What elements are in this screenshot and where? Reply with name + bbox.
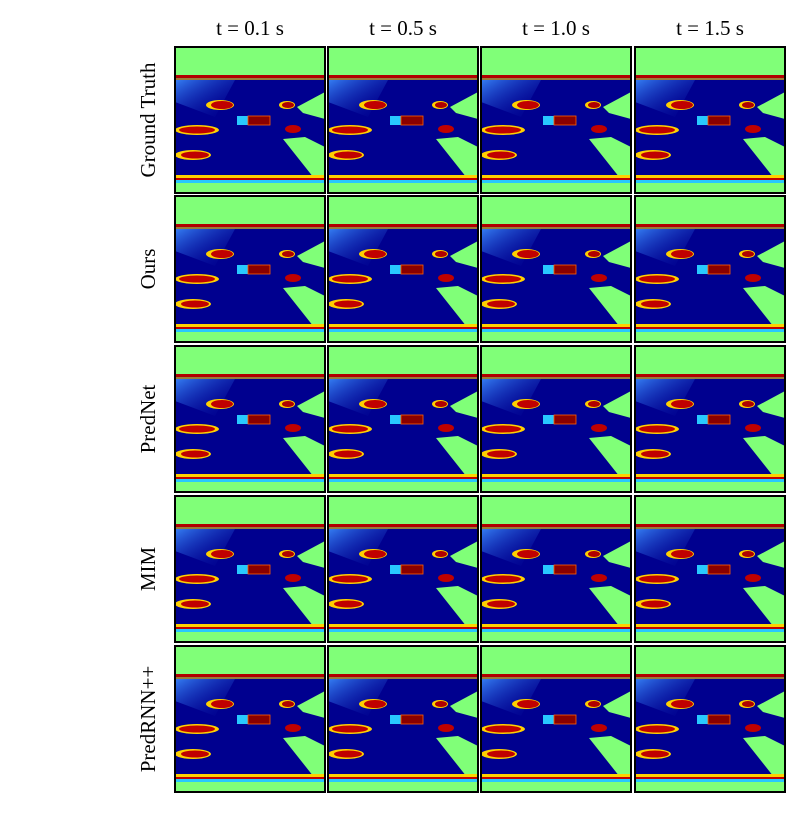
image-border <box>327 495 479 643</box>
column-header: t = 1.0 s <box>522 16 590 40</box>
heatmap-image <box>327 195 479 343</box>
heatmap-image <box>480 645 632 793</box>
row-label: Ground Truth <box>136 62 160 177</box>
heatmap-image <box>480 495 632 643</box>
image-border <box>174 195 326 343</box>
heatmap-image <box>327 345 479 493</box>
heatmap-image <box>634 495 786 643</box>
image-border <box>174 495 326 643</box>
image-border <box>634 46 786 194</box>
heatmap-image <box>327 495 479 643</box>
image-border <box>174 46 326 194</box>
row-label: Ours <box>136 249 160 290</box>
heatmap-image <box>174 195 326 343</box>
image-grid: t = 0.1 s t = 0.5 s t = 1.0 s t = 1.5 s Grou… <box>136 16 786 793</box>
image-border <box>634 495 786 643</box>
heatmap-image <box>174 495 326 643</box>
heatmap-image <box>327 645 479 793</box>
heatmap-image <box>634 46 786 194</box>
image-border <box>634 195 786 343</box>
heatmap-image <box>480 195 632 343</box>
heatmap-image <box>634 645 786 793</box>
heatmap-image <box>174 345 326 493</box>
image-border <box>480 495 632 643</box>
heatmap-image <box>634 195 786 343</box>
image-border <box>174 645 326 793</box>
image-border <box>327 645 479 793</box>
heatmap-image <box>634 345 786 493</box>
column-header: t = 1.5 s <box>676 16 744 40</box>
image-border <box>634 645 786 793</box>
image-border <box>480 46 632 194</box>
image-border <box>634 345 786 493</box>
image-border <box>327 345 479 493</box>
column-header: t = 0.5 s <box>369 16 437 40</box>
image-border <box>327 195 479 343</box>
column-header: t = 0.1 s <box>216 16 284 40</box>
heatmap-image <box>174 46 326 194</box>
image-border <box>480 195 632 343</box>
heatmap-image <box>480 46 632 194</box>
heatmap-image <box>327 46 479 194</box>
image-border <box>327 46 479 194</box>
heatmap-image <box>174 645 326 793</box>
image-border <box>480 345 632 493</box>
image-border <box>174 345 326 493</box>
heatmap-image <box>480 345 632 493</box>
row-label: MIM <box>136 547 160 592</box>
image-border <box>480 645 632 793</box>
row-label: PredNet <box>136 384 160 453</box>
row-label: PredRNN++ <box>136 666 160 773</box>
